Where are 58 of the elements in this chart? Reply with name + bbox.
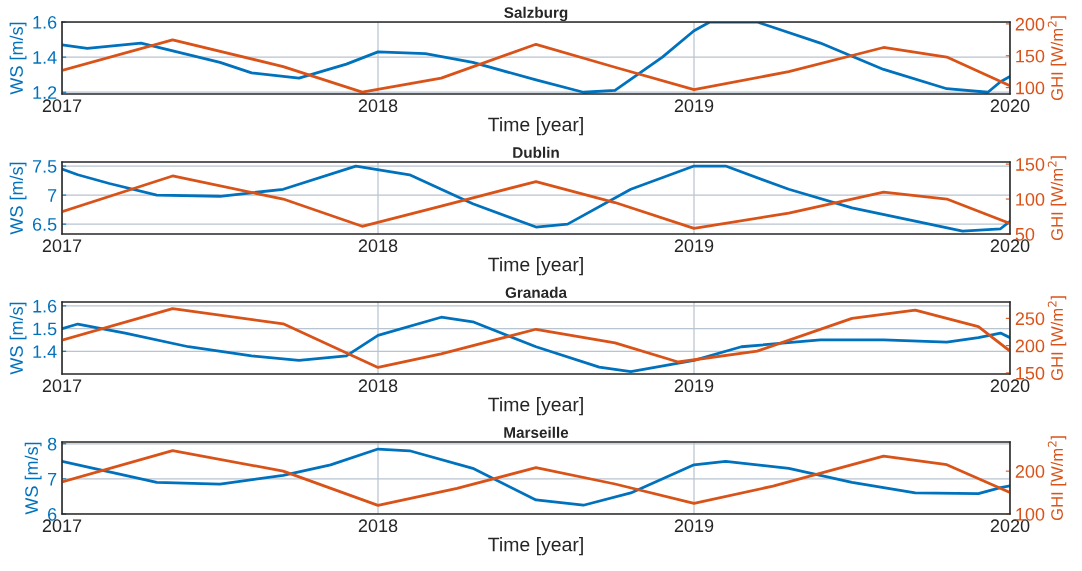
x-axis-title: Time [year] <box>488 117 583 136</box>
y-tick-label: 1.5 <box>33 322 57 336</box>
y-tick-label: 6.5 <box>32 218 57 231</box>
y2-tick-label: 200 <box>1015 339 1045 353</box>
x-tick-label: 2020 <box>990 379 1030 393</box>
x-tick-label: 2019 <box>674 99 714 113</box>
x-tick-label: 2019 <box>674 239 714 253</box>
x-tick-label: 2019 <box>674 379 714 393</box>
chart-title: Marseille <box>504 426 569 438</box>
x-tick-label: 2020 <box>990 99 1030 113</box>
y-axis-title: WS [m/s] <box>24 442 42 515</box>
y-axis-title: WS [m/s] <box>9 22 27 95</box>
line-series <box>62 307 1010 369</box>
y2-tick-label: 150 <box>1016 158 1045 171</box>
x-tick-label: 2019 <box>674 519 714 533</box>
x-tick-label: 2017 <box>42 239 82 253</box>
y-tick-label: 7.5 <box>32 160 57 173</box>
y-tick-label: 1.6 <box>33 299 57 313</box>
x-tick-label: 2018 <box>358 239 398 253</box>
chart-title: Salzburg <box>504 6 568 22</box>
y-tick-label: 1.2 <box>33 86 57 99</box>
y2-axis-title: GHI [W/m$^{2}$] <box>1047 156 1067 241</box>
x-tick-label: 2017 <box>42 379 82 393</box>
line-series <box>62 22 1010 94</box>
y-tick-label: 1.4 <box>33 51 57 64</box>
y2-tick-label: 100 <box>1016 507 1045 521</box>
y-tick-label: 1.4 <box>33 345 57 358</box>
x-tick-label: 2017 <box>42 519 82 533</box>
x-axis-title: Time [year] <box>488 257 583 276</box>
x-tick-label: 2017 <box>42 99 82 113</box>
x-axis-title: Time [year] <box>488 537 583 556</box>
line-series <box>62 174 1010 230</box>
chart-title: Granada <box>505 286 568 298</box>
y2-axis-title: GHI [W/m$^{2}$] <box>1047 16 1067 101</box>
y2-axis-title: GHI [W/m$^{2}$] <box>1047 436 1067 521</box>
y2-tick-label: 200 <box>1015 17 1045 31</box>
x-tick-label: 2020 <box>990 519 1030 533</box>
y-tick-label: 7 <box>48 189 57 202</box>
y-axis-title: WS [m/s] <box>9 162 27 235</box>
y-tick-label: 1.6 <box>33 15 57 29</box>
y2-tick-label: 200 <box>1015 465 1045 478</box>
y2-tick-label: 150 <box>1016 366 1045 380</box>
y2-tick-label: 100 <box>1016 192 1045 206</box>
y2-axis-title: GHI [W/m$^{2}$] <box>1047 296 1067 381</box>
x-axis-title: Time [year] <box>488 397 583 416</box>
y2-tick-label: 50 <box>1015 227 1035 241</box>
y2-tick-label: 100 <box>1016 81 1045 95</box>
y-tick-label: 6 <box>48 507 57 521</box>
chart-title: Dublin <box>513 146 559 158</box>
x-tick-label: 2018 <box>358 379 398 393</box>
x-tick-label: 2018 <box>358 99 398 113</box>
y-tick-label: 8 <box>47 437 57 451</box>
y2-tick-label: 150 <box>1016 49 1045 63</box>
x-tick-label: 2018 <box>358 519 398 533</box>
x-tick-label: 2020 <box>990 239 1030 253</box>
y2-tick-label: 250 <box>1015 312 1045 326</box>
y-tick-label: 7 <box>48 473 57 486</box>
y-axis-title: WS [m/s] <box>9 302 27 375</box>
